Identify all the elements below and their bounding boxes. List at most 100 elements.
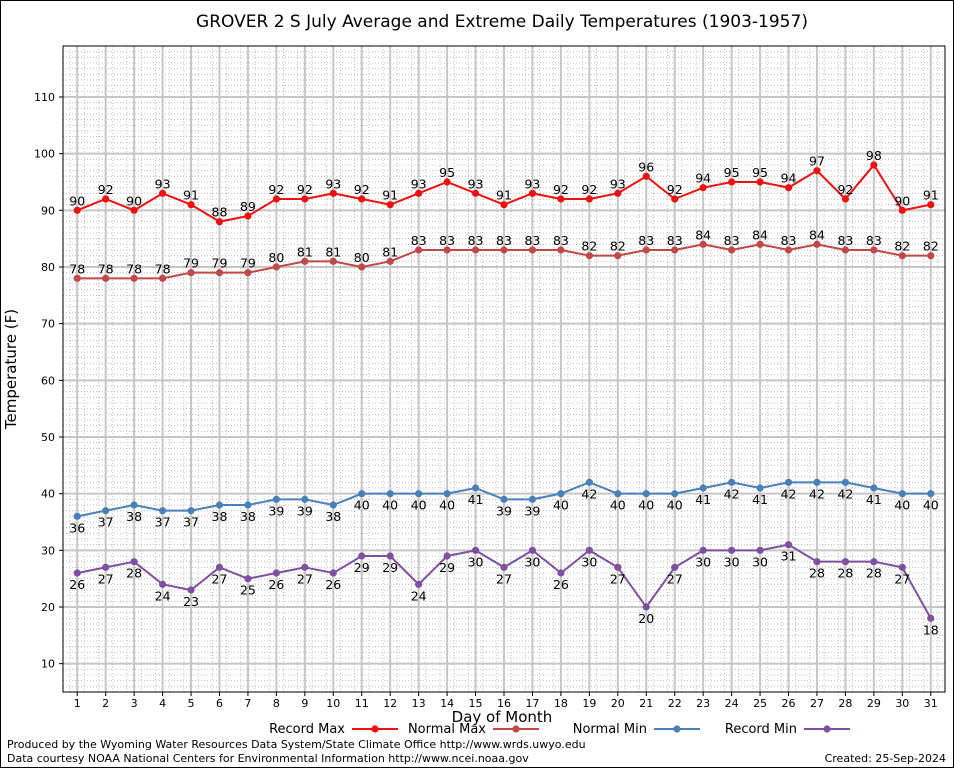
y-tick-label: 50 — [41, 431, 55, 444]
data-point — [500, 563, 508, 571]
data-label: 79 — [240, 256, 256, 271]
data-label: 37 — [98, 515, 114, 530]
legend-swatch-marker — [823, 725, 831, 733]
data-label: 95 — [724, 165, 740, 180]
data-label: 79 — [183, 256, 199, 271]
data-label: 30 — [695, 554, 711, 569]
data-label: 39 — [524, 503, 540, 518]
data-label: 83 — [638, 233, 654, 248]
data-label: 27 — [496, 571, 512, 586]
data-point — [557, 195, 565, 203]
data-label: 30 — [724, 554, 740, 569]
y-axis-title: Temperature (F) — [2, 309, 20, 430]
series-record-min: 26 27 28 24 23 27 25 26 27 26 29 29 24 29 30 27 30 26 30 27… — [69, 541, 939, 637]
data-point — [244, 501, 252, 509]
data-label: 82 — [923, 239, 939, 254]
data-point — [671, 195, 679, 203]
data-label: 80 — [354, 250, 370, 265]
data-point — [528, 546, 537, 554]
data-label: 42 — [837, 486, 853, 501]
data-label: 95 — [439, 165, 455, 180]
data-point — [415, 246, 423, 254]
data-label: 83 — [724, 233, 740, 248]
data-label: 40 — [923, 498, 939, 513]
data-point — [471, 546, 480, 554]
major-grid — [63, 46, 945, 692]
series-layer: 90 92 90 93 91 88 89 92 92 93 92 91 93 95 93 91 93 92 92 93… — [69, 148, 939, 637]
data-label: 94 — [781, 171, 797, 186]
data-label: 40 — [411, 498, 427, 513]
x-tick-label: 17 — [525, 697, 539, 710]
data-point — [272, 569, 280, 577]
data-label: 81 — [382, 244, 398, 259]
data-point — [927, 252, 935, 260]
data-label: 92 — [581, 182, 597, 197]
data-point — [130, 558, 138, 566]
data-label: 83 — [553, 233, 569, 248]
data-label: 26 — [69, 577, 85, 592]
data-point — [215, 501, 224, 509]
data-point — [187, 201, 195, 209]
data-label: 83 — [667, 233, 683, 248]
data-label: 83 — [439, 233, 455, 248]
data-label: 91 — [923, 188, 939, 203]
data-label: 30 — [468, 554, 484, 569]
data-point — [102, 195, 110, 203]
data-point — [870, 558, 878, 566]
data-label: 93 — [325, 176, 341, 191]
data-label: 83 — [866, 233, 882, 248]
data-label: 28 — [809, 566, 825, 581]
data-label: 25 — [240, 583, 256, 598]
data-point — [471, 246, 480, 254]
data-point — [272, 263, 280, 271]
y-tick-label: 70 — [41, 318, 55, 331]
data-label: 40 — [354, 498, 370, 513]
data-label: 28 — [126, 566, 142, 581]
data-point — [102, 274, 110, 282]
data-label: 39 — [496, 503, 512, 518]
x-tick-label: 13 — [412, 697, 426, 710]
data-point — [215, 563, 224, 571]
data-label: 28 — [837, 566, 853, 581]
data-label: 97 — [809, 154, 825, 169]
data-label: 96 — [638, 159, 654, 174]
data-point — [415, 580, 423, 588]
data-point — [500, 201, 508, 209]
data-point — [158, 580, 167, 588]
data-label: 92 — [268, 182, 284, 197]
data-label: 26 — [268, 577, 284, 592]
data-label: 92 — [297, 182, 313, 197]
x-tick-label: 30 — [895, 697, 909, 710]
x-tick-label: 28 — [838, 697, 852, 710]
data-label: 83 — [411, 233, 427, 248]
data-point — [870, 484, 878, 492]
data-point — [244, 212, 252, 220]
x-tick-label: 19 — [582, 697, 596, 710]
data-point — [614, 490, 622, 498]
data-label: 40 — [638, 498, 654, 513]
data-point — [756, 546, 764, 554]
data-point — [187, 507, 195, 515]
x-tick-label: 15 — [469, 697, 483, 710]
data-point — [671, 563, 679, 571]
data-point — [130, 274, 138, 282]
x-tick-label: 9 — [301, 697, 308, 710]
y-tick-label: 110 — [34, 91, 55, 104]
data-point — [699, 240, 707, 248]
data-point — [585, 478, 593, 486]
data-point — [102, 563, 110, 571]
data-point — [415, 189, 423, 197]
data-label: 90 — [69, 193, 85, 208]
data-point — [272, 495, 280, 503]
data-label: 23 — [183, 594, 199, 609]
x-tick-label: 2 — [102, 697, 109, 710]
data-point — [671, 246, 679, 254]
data-point — [443, 178, 451, 186]
footer-data-courtesy: Data courtesy NOAA National Centers for … — [7, 752, 529, 765]
legend: Record Max Normal Max Normal Min Record Min — [269, 722, 850, 737]
data-label: 30 — [752, 554, 768, 569]
x-tick-label: 16 — [497, 697, 511, 710]
data-label: 40 — [894, 498, 910, 513]
data-point — [500, 246, 508, 254]
